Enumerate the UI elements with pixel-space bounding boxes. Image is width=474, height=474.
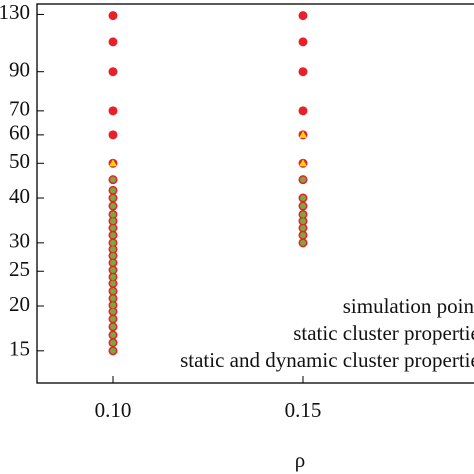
dot-point	[110, 347, 116, 354]
y-tick-label: 70	[9, 97, 30, 121]
dot-point	[300, 218, 306, 225]
dot-point	[110, 195, 116, 202]
legend-label: static and dynamic cluster properties	[180, 348, 474, 372]
y-tick-label: 60	[9, 121, 30, 145]
dot-point	[110, 232, 116, 239]
point	[298, 67, 308, 77]
dot-point	[110, 176, 116, 183]
y-tick-label: 50	[9, 149, 30, 173]
y-tick-label: 30	[9, 229, 30, 253]
dot-point	[110, 246, 116, 253]
dot-point	[110, 259, 116, 266]
dot-point	[300, 195, 306, 202]
x-tick-label: 0.10	[95, 398, 132, 422]
legend-label: simulation points	[343, 294, 474, 318]
dot-point	[110, 302, 116, 309]
triangle-point	[299, 159, 307, 167]
dot-point	[110, 187, 116, 194]
y-tick-label: 40	[9, 184, 30, 208]
point	[108, 130, 118, 140]
dot-point	[110, 267, 116, 274]
dot-point	[110, 308, 116, 315]
triangle-point	[109, 159, 117, 167]
x-tick-label: 0.15	[285, 398, 322, 422]
dot-point	[300, 239, 306, 246]
y-tick-label: 130	[0, 0, 30, 24]
dot-point	[110, 280, 116, 287]
triangle-point	[299, 130, 307, 138]
dot-point	[300, 176, 306, 183]
dot-point	[110, 332, 116, 339]
dot-point	[110, 339, 116, 346]
dot-point	[110, 315, 116, 322]
dot-point	[110, 224, 116, 231]
y-tick-label: 25	[9, 257, 30, 281]
dot-point	[110, 273, 116, 280]
dot-point	[110, 218, 116, 225]
y-tick-label: 90	[9, 58, 30, 82]
dot-point	[300, 211, 306, 218]
point	[298, 11, 308, 21]
y-tick-label: 15	[9, 337, 30, 361]
point	[108, 106, 118, 116]
plot-frame	[36, 3, 474, 384]
point	[108, 37, 118, 47]
dot-point	[300, 232, 306, 239]
point	[108, 67, 118, 77]
dot-point	[110, 239, 116, 246]
dot-point	[300, 203, 306, 210]
point	[298, 37, 308, 47]
legend-label: static cluster properties	[293, 321, 474, 345]
dot-point	[110, 252, 116, 259]
dot-point	[110, 295, 116, 302]
point	[298, 106, 308, 116]
dot-point	[110, 203, 116, 210]
dot-point	[110, 211, 116, 218]
y-tick-label: 20	[9, 292, 30, 316]
dot-point	[110, 323, 116, 330]
dot-point	[110, 288, 116, 295]
x-axis-label: ρ	[295, 448, 305, 472]
point	[108, 11, 118, 21]
dot-point	[300, 224, 306, 231]
